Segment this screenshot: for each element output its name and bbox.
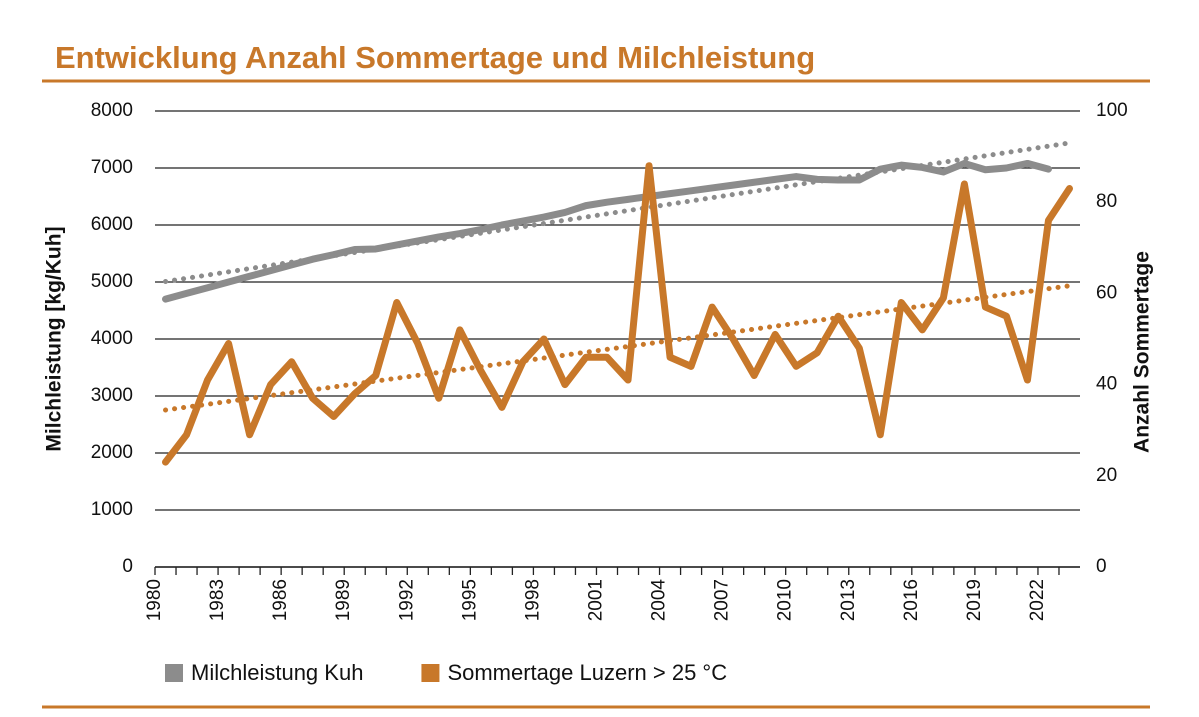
x-tick-label: 2022	[1027, 579, 1048, 621]
y-tick-label: 1000	[91, 499, 133, 520]
legend-label: Sommertage Luzern > 25 °C	[447, 660, 727, 685]
x-tick-label: 1989	[333, 579, 354, 621]
x-tick-label: 1995	[459, 579, 480, 621]
y2-tick-label: 60	[1096, 282, 1117, 303]
y-tick-label: 7000	[91, 157, 133, 178]
x-tick-label: 2010	[775, 579, 796, 621]
y-tick-label: 2000	[91, 442, 133, 463]
y-tick-label: 0	[122, 556, 133, 577]
y2-axis-label: Anzahl Sommertage	[1131, 251, 1154, 453]
y-axis-label: Milchleistung [kg/Kuh]	[43, 226, 66, 451]
x-tick-label: 2007	[712, 579, 733, 621]
y-tick-label: 3000	[91, 385, 133, 406]
y-tick-label: 5000	[91, 271, 133, 292]
legend-swatch	[165, 664, 183, 682]
legend-label: Milchleistung Kuh	[191, 660, 363, 685]
x-tick-label: 1980	[144, 579, 165, 621]
x-tick-label: 1998	[522, 579, 543, 621]
x-tick-label: 1992	[396, 579, 417, 621]
y2-tick-label: 40	[1096, 374, 1117, 395]
y2-tick-label: 100	[1096, 100, 1128, 121]
y2-tick-label: 20	[1096, 465, 1117, 486]
series-line	[162, 162, 1073, 466]
x-tick-label: 2016	[901, 579, 922, 621]
series-line	[162, 159, 1052, 303]
chart-title: Entwicklung Anzahl Sommertage und Milchl…	[55, 40, 815, 75]
x-tick-label: 2004	[649, 579, 670, 622]
y2-tick-label: 80	[1096, 191, 1117, 212]
y-tick-label: 4000	[91, 328, 133, 349]
y2-tick-label: 0	[1096, 556, 1107, 577]
x-tick-label: 1986	[270, 579, 291, 621]
trend-line	[163, 283, 1072, 413]
x-tick-label: 2019	[964, 579, 985, 621]
x-tick-label: 2001	[585, 579, 606, 621]
y-tick-label: 6000	[91, 214, 133, 235]
y-tick-label: 8000	[91, 100, 133, 121]
x-tick-label: 2013	[838, 579, 859, 621]
x-tick-label: 1983	[207, 579, 228, 621]
legend-swatch	[421, 664, 440, 682]
